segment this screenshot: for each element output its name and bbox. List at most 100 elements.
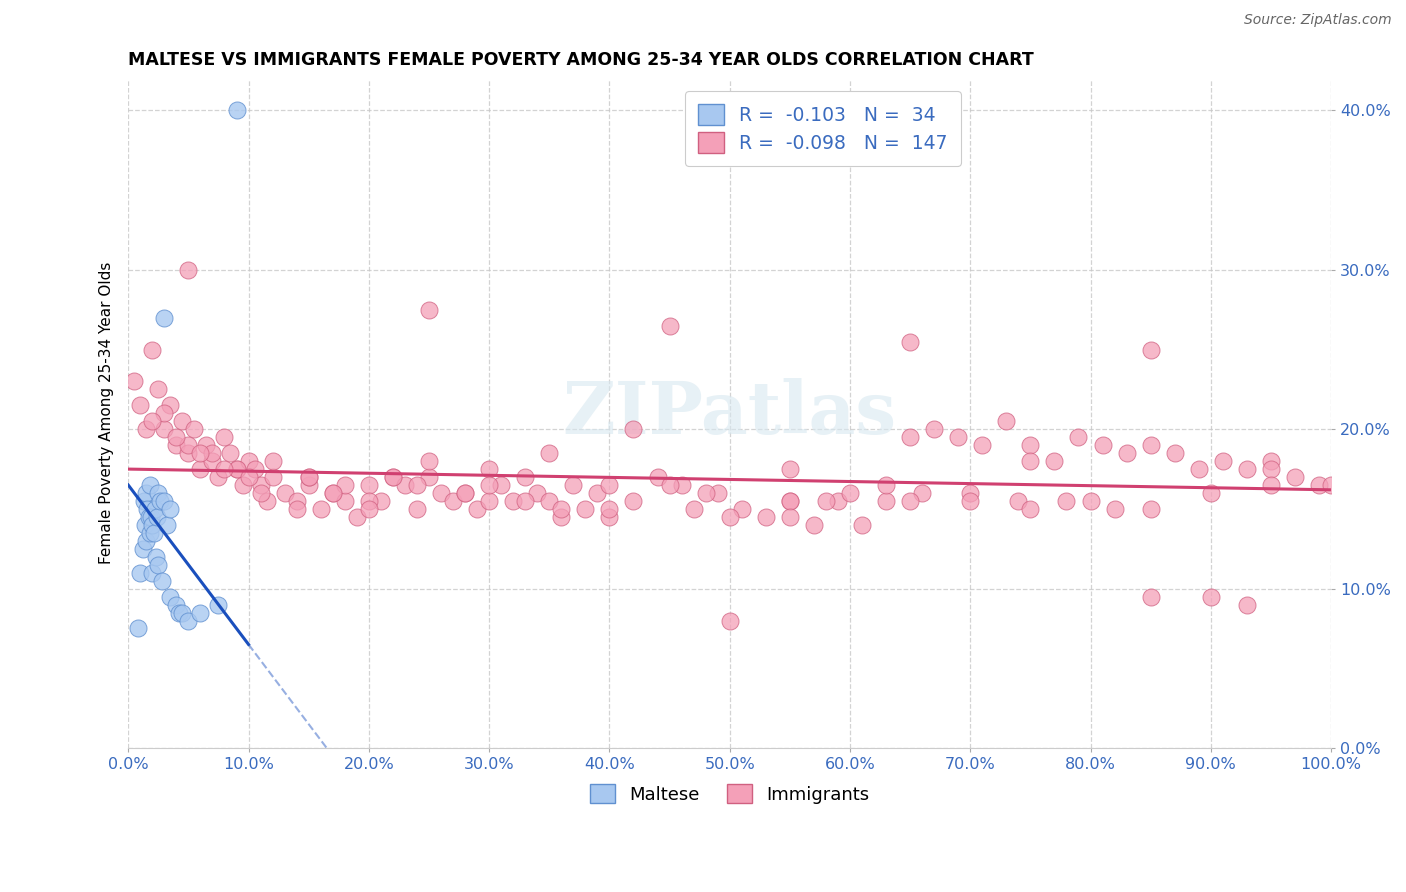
Point [478, 462, 501, 476]
Point [959, 486, 981, 500]
Point [1139, 502, 1161, 516]
Point [851, 517, 873, 532]
Point [381, 470, 404, 484]
Point [122, 375, 145, 389]
Point [183, 422, 205, 436]
Point [1212, 454, 1234, 468]
Point [1260, 478, 1282, 492]
Point [1019, 438, 1042, 452]
Point [1188, 462, 1211, 476]
Point [177, 438, 200, 452]
Point [381, 470, 404, 484]
Point [515, 494, 537, 508]
Point [718, 614, 741, 628]
Point [658, 318, 681, 333]
Point [139, 525, 162, 540]
Point [141, 414, 163, 428]
Point [357, 494, 380, 508]
Point [598, 502, 620, 516]
Point [139, 478, 162, 492]
Point [138, 509, 160, 524]
Point [1139, 438, 1161, 452]
Point [153, 422, 176, 436]
Point [682, 502, 704, 516]
Point [177, 446, 200, 460]
Point [706, 486, 728, 500]
Point [139, 509, 162, 524]
Point [526, 486, 548, 500]
Point [322, 486, 344, 500]
Point [298, 470, 321, 484]
Point [141, 343, 163, 357]
Point [394, 478, 416, 492]
Point [1308, 478, 1330, 492]
Point [454, 486, 477, 500]
Point [562, 478, 585, 492]
Point [922, 422, 945, 436]
Point [959, 494, 981, 508]
Point [231, 478, 253, 492]
Point [718, 509, 741, 524]
Point [898, 430, 921, 444]
Point [249, 486, 271, 500]
Text: ZIPatlas: ZIPatlas [562, 378, 897, 449]
Point [598, 478, 620, 492]
Point [1260, 462, 1282, 476]
Point [333, 478, 356, 492]
Point [225, 462, 247, 476]
Point [148, 558, 170, 572]
Point [1056, 494, 1078, 508]
Point [779, 462, 801, 476]
Point [1139, 590, 1161, 604]
Point [165, 430, 187, 444]
Point [148, 494, 170, 508]
Point [875, 494, 897, 508]
Y-axis label: Female Poverty Among 25-34 Year Olds: Female Poverty Among 25-34 Year Olds [100, 262, 114, 565]
Point [309, 502, 332, 516]
Point [515, 470, 537, 484]
Point [839, 486, 862, 500]
Point [135, 486, 157, 500]
Point [190, 606, 212, 620]
Point [273, 486, 295, 500]
Point [243, 462, 266, 476]
Point [167, 606, 190, 620]
Point [298, 478, 321, 492]
Point [1236, 598, 1258, 612]
Point [201, 454, 224, 468]
Point [207, 470, 229, 484]
Point [207, 598, 229, 612]
Point [586, 486, 609, 500]
Point [190, 446, 212, 460]
Point [1199, 486, 1222, 500]
Point [225, 103, 247, 118]
Point [1115, 446, 1137, 460]
Point [550, 502, 572, 516]
Point [201, 446, 224, 460]
Point [172, 414, 194, 428]
Point [418, 302, 440, 317]
Point [647, 470, 669, 484]
Point [731, 502, 754, 516]
Text: MALTESE VS IMMIGRANTS FEMALE POVERTY AMONG 25-34 YEAR OLDS CORRELATION CHART: MALTESE VS IMMIGRANTS FEMALE POVERTY AMO… [128, 51, 1033, 69]
Point [875, 478, 897, 492]
Point [948, 430, 970, 444]
Point [814, 494, 837, 508]
Point [146, 509, 169, 524]
Point [238, 470, 260, 484]
Point [803, 517, 825, 532]
Point [141, 517, 163, 532]
Point [755, 509, 778, 524]
Point [1007, 494, 1029, 508]
Point [1139, 343, 1161, 357]
Point [623, 494, 645, 508]
Point [159, 398, 181, 412]
Point [574, 502, 596, 516]
Point [177, 614, 200, 628]
Point [441, 494, 464, 508]
Point [135, 422, 157, 436]
Point [671, 478, 693, 492]
Point [1019, 502, 1042, 516]
Point [430, 486, 453, 500]
Point [1043, 454, 1066, 468]
